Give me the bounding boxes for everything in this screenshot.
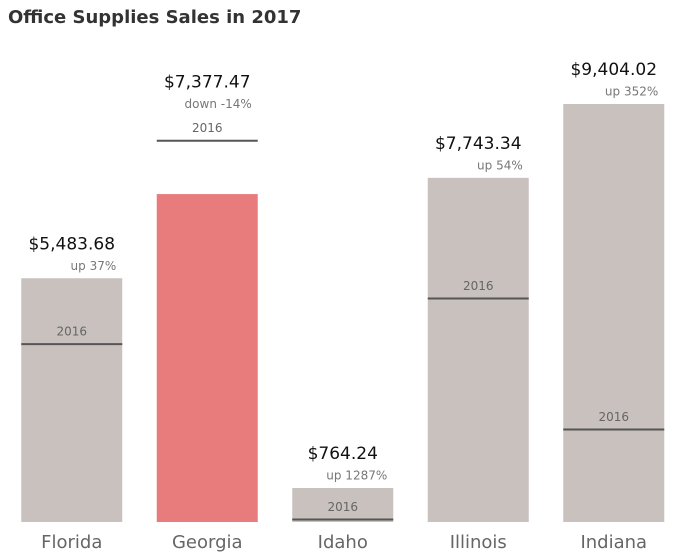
reference-label: 2016 [463,279,494,293]
reference-label: 2016 [192,121,223,135]
value-label: $5,483.68 [28,234,115,254]
reference-label: 2016 [327,500,358,514]
change-label: up 37% [71,259,117,273]
value-label: $9,404.02 [570,60,657,80]
x-tick-label: Georgia [172,532,243,553]
change-label: down -14% [185,97,252,111]
change-label: up 352% [605,85,658,99]
bar [427,177,529,523]
reference-label: 2016 [56,325,87,339]
bar [21,278,123,522]
bar [563,104,665,522]
x-tick-label: Indiana [580,532,647,553]
value-label: $7,743.34 [435,134,522,154]
value-label: $764.24 [308,444,378,464]
x-tick-label: Florida [41,532,102,553]
reference-label: 2016 [598,410,629,424]
change-label: up 1287% [326,469,387,483]
bar [292,488,394,522]
x-tick-label: Illinois [450,532,507,553]
x-tick-label: Idaho [318,532,368,553]
change-label: up 54% [477,158,523,172]
chart-title: Office Supplies Sales in 2017 [8,7,301,28]
value-label: $7,377.47 [164,73,251,93]
bar [156,194,258,522]
